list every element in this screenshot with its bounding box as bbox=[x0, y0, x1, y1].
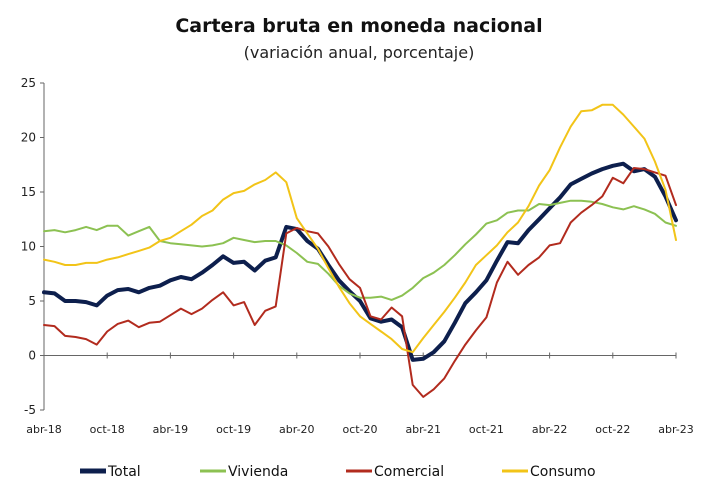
series-line-comercial bbox=[43, 167, 677, 398]
y-tick-label: -5 bbox=[24, 403, 36, 417]
series-line-total bbox=[42, 161, 678, 362]
legend-item-comercial: Comercial bbox=[346, 464, 444, 480]
y-axis-ticks: -5 0 5 10 15 20 25 bbox=[21, 76, 44, 417]
x-tick-label: abr-19 bbox=[153, 423, 189, 436]
x-tick-label: oct-19 bbox=[216, 423, 251, 436]
legend-label: Consumo bbox=[530, 464, 596, 480]
x-tick-label: abr-21 bbox=[405, 423, 441, 436]
legend-item-total: Total bbox=[80, 464, 141, 480]
y-tick-label: 20 bbox=[21, 131, 36, 145]
x-tick-label: abr-18 bbox=[26, 423, 62, 436]
y-tick-label: 0 bbox=[28, 349, 36, 363]
x-tick-label: oct-22 bbox=[595, 423, 630, 436]
series-lines bbox=[42, 103, 678, 398]
y-tick-label: 15 bbox=[21, 185, 36, 199]
chart-subtitle: (variación anual, porcentaje) bbox=[244, 43, 475, 62]
x-tick-label: abr-22 bbox=[532, 423, 568, 436]
legend-label: Vivienda bbox=[228, 464, 288, 480]
y-tick-label: 10 bbox=[21, 240, 36, 254]
y-tick-label: 5 bbox=[28, 294, 36, 308]
x-axis-ticks: abr-18 oct-18 abr-19 oct-19 abr-20 oct-20 abr-… bbox=[26, 352, 694, 436]
x-tick-label: oct-21 bbox=[469, 423, 504, 436]
legend-item-consumo: Consumo bbox=[502, 464, 596, 480]
series-line-vivienda bbox=[43, 199, 677, 301]
x-tick-label: abr-23 bbox=[658, 423, 694, 436]
x-tick-label: abr-20 bbox=[279, 423, 315, 436]
series-line-consumo bbox=[43, 103, 677, 354]
legend-label: Total bbox=[107, 464, 141, 480]
y-tick-label: 25 bbox=[21, 76, 36, 90]
legend: Total Vivienda Comercial Consumo bbox=[80, 464, 596, 480]
legend-label: Comercial bbox=[374, 464, 444, 480]
x-tick-label: oct-20 bbox=[342, 423, 377, 436]
chart-title: Cartera bruta en moneda nacional bbox=[175, 15, 542, 37]
x-tick-label: oct-18 bbox=[90, 423, 125, 436]
legend-item-vivienda: Vivienda bbox=[200, 464, 288, 480]
